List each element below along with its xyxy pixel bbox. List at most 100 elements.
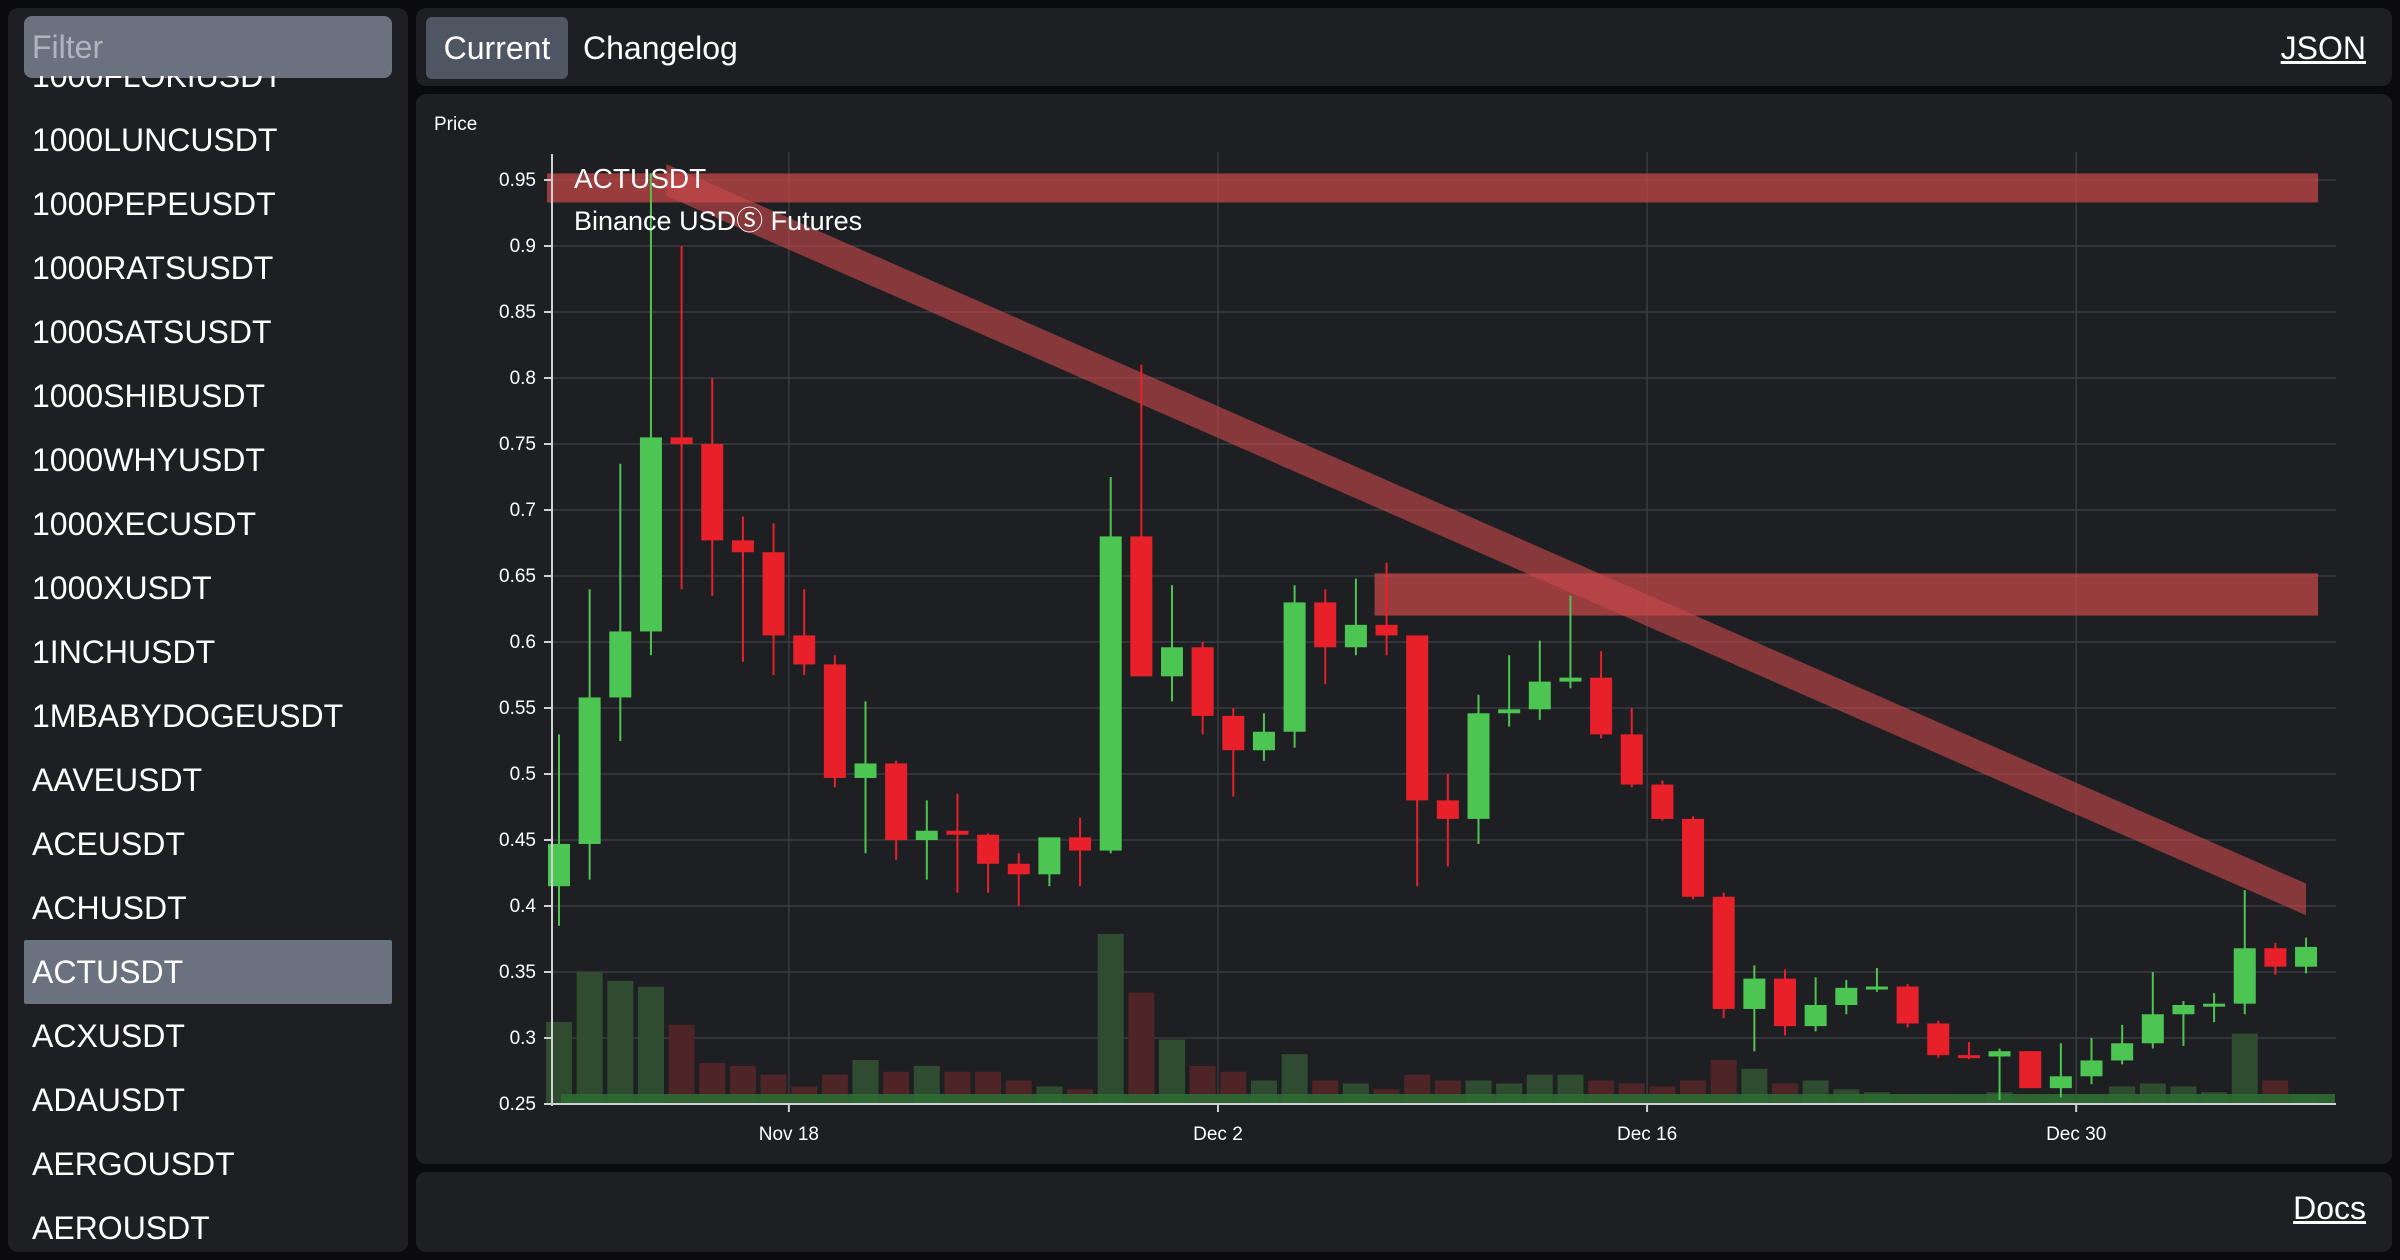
tab-changelog[interactable]: Changelog (583, 30, 738, 66)
candle-body (1712, 896, 1735, 1009)
symbol-item[interactable]: ACHUSDT (32, 890, 187, 926)
candle-body (946, 830, 969, 835)
candle-body (915, 830, 938, 840)
candle-body (578, 697, 601, 844)
filter-input[interactable] (24, 16, 392, 78)
symbol-list[interactable]: 1000FLOKIUSDT 1000LUNCUSDT 1000PEPEUSDT 100… (24, 76, 392, 1252)
x-tick-label: Dec 16 (1617, 1124, 1677, 1145)
symbol-item[interactable]: 1000RATSUSDT (32, 250, 274, 286)
json-link[interactable]: JSON (2280, 30, 2366, 66)
symbol-item[interactable]: 1000SHIBUSDT (32, 378, 265, 414)
volume-bar (668, 1024, 695, 1104)
candle-body (1620, 734, 1643, 785)
candle-body (1283, 602, 1306, 732)
chart-title: ACTUSDT (574, 163, 706, 194)
symbol-item[interactable]: 1000XECUSDT (32, 506, 257, 542)
y-tick-label: 0.9 (510, 236, 536, 257)
symbol-item[interactable]: 1000XUSDT (32, 570, 212, 606)
y-tick-label: 0.25 (499, 1094, 536, 1115)
candle-body (1682, 818, 1705, 897)
volume-bar (637, 986, 664, 1104)
candle-body (1436, 800, 1459, 819)
y-tick-label: 0.4 (510, 896, 537, 917)
candle-body (1988, 1051, 2011, 1057)
candle-body (2049, 1076, 2072, 1089)
y-tick-label: 0.65 (499, 566, 536, 587)
candle-body (2264, 948, 2287, 967)
volume-bar (576, 972, 603, 1104)
candle-body (1161, 647, 1183, 677)
y-tick-label: 0.55 (499, 698, 536, 719)
candle-body (1375, 624, 1398, 636)
y-tick-label: 0.5 (510, 764, 536, 785)
candle-body (2019, 1051, 2042, 1089)
y-tick-label: 0.6 (510, 632, 536, 653)
volume-bar (546, 1021, 572, 1104)
candle-body (1222, 715, 1245, 751)
symbol-sidebar: 1000FLOKIUSDT 1000LUNCUSDT 1000PEPEUSDT 100… (8, 8, 408, 1252)
candle-body (854, 763, 877, 778)
candle-body (1927, 1023, 1950, 1056)
tab-current[interactable]: Current (426, 17, 568, 79)
symbol-item[interactable]: 1INCHUSDT (32, 634, 216, 670)
candle-body (1835, 987, 1858, 1005)
symbol-item[interactable]: 1MBABYDOGEUSDT (32, 698, 344, 734)
y-tick-label: 0.85 (499, 302, 536, 323)
x-tick-label: Nov 18 (759, 1124, 819, 1145)
symbol-item[interactable]: AERGOUSDT (32, 1146, 235, 1182)
candle-body (2172, 1005, 2195, 1015)
candle-body (1774, 978, 1796, 1027)
symbol-item[interactable]: ACTUSDT (24, 940, 392, 1004)
candle-body (2080, 1060, 2103, 1077)
candle-body (1344, 624, 1367, 648)
volume-bars (546, 934, 2335, 1104)
volume-bar (607, 980, 634, 1104)
candle-body (1007, 863, 1030, 875)
chart-grid (550, 152, 2336, 1105)
symbol-item[interactable]: 1000LUNCUSDT (32, 122, 278, 158)
price-chart[interactable]: 0.25 0.3 0.35 0.4 0.45 0.5 0.55 0.6 0.65 0.7 0.75 0… (416, 94, 2392, 1164)
candle-body (1314, 602, 1337, 648)
symbol-item[interactable]: 1000FLOKIUSDT (32, 76, 283, 94)
candle-body (1130, 536, 1153, 677)
x-tick-label: Dec 30 (2046, 1124, 2106, 1145)
candle-body (1865, 986, 1888, 990)
volume-baseline (561, 1094, 2335, 1103)
candle-body (2141, 1014, 2164, 1044)
chart-subtitle: Binance USDⓈ Futures (574, 206, 862, 236)
candle-body (2111, 1043, 2134, 1061)
symbol-item[interactable]: ACEUSDT (32, 826, 185, 862)
footer-panel: Docs (416, 1172, 2392, 1252)
symbol-item[interactable]: AAVEUSDT (32, 762, 203, 798)
candle-body (2203, 1003, 2226, 1007)
volume-bar (1097, 934, 1124, 1104)
candle-body (1252, 731, 1275, 751)
candle-body (670, 437, 693, 444)
resistance-zone (547, 173, 2319, 203)
y-tick-label: 0.95 (499, 170, 536, 191)
candle-body (1498, 709, 1521, 714)
candle-body (1957, 1055, 1980, 1059)
volume-bar (2231, 1033, 2258, 1104)
candle-body (1528, 681, 1551, 710)
y-tick-label: 0.3 (510, 1028, 536, 1049)
volume-bar (1159, 1039, 1185, 1104)
symbol-item[interactable]: ACXUSDT (32, 1018, 185, 1054)
candle-body (1651, 784, 1674, 819)
chart-panel: 0.25 0.3 0.35 0.4 0.45 0.5 0.55 0.6 0.65 0.7 0.75 0… (416, 94, 2392, 1164)
candle-body (1191, 647, 1214, 716)
symbol-item[interactable]: 1000WHYUSDT (32, 442, 265, 478)
candle-body (1590, 677, 1613, 735)
symbol-item[interactable]: ADAUSDT (32, 1082, 185, 1118)
symbol-item[interactable]: 1000SATSUSDT (32, 314, 272, 350)
docs-link[interactable]: Docs (2293, 1190, 2366, 1226)
candle-body (793, 635, 816, 665)
y-tick-label: 0.45 (499, 830, 536, 851)
candle-body (1896, 986, 1919, 1024)
symbol-item[interactable]: 1000PEPEUSDT (32, 186, 276, 222)
resistance-zones (547, 164, 2319, 916)
candle-body (2295, 946, 2318, 967)
candle-body (2233, 948, 2256, 1004)
symbol-item[interactable]: AEROUSDT (32, 1210, 210, 1246)
candle-body (639, 437, 662, 632)
